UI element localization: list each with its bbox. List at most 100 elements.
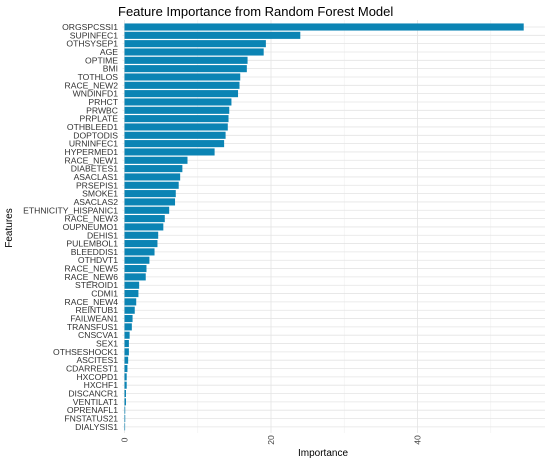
bar-prhct xyxy=(124,98,232,106)
bar-steroid1 xyxy=(124,281,140,289)
x-axis-title: Importance xyxy=(298,448,348,459)
bar-cdmi1 xyxy=(124,290,139,298)
bar-reintub1 xyxy=(124,306,135,314)
y-tick-label: OUPNEUMO1 xyxy=(63,222,119,232)
bar-hxchf1 xyxy=(124,381,127,389)
y-tick-label: HXCHF1 xyxy=(84,380,119,390)
bar-orgspcssi1 xyxy=(124,23,524,31)
bar-dehis1 xyxy=(124,231,159,239)
bar-fnstatus21 xyxy=(124,414,126,423)
y-tick-label: OTHSESHOCK1 xyxy=(53,347,118,357)
x-tick-label: 40 xyxy=(413,435,423,445)
y-tick-label: ASCITES1 xyxy=(76,355,118,365)
bar-othsysep1 xyxy=(124,40,266,48)
y-tick-label: DEHIS1 xyxy=(87,230,118,240)
y-tick-label: BMI xyxy=(103,64,118,74)
bar-supinfec1 xyxy=(124,31,301,39)
x-tick-labels: 0 20 40 xyxy=(120,435,423,445)
chart-title: Feature Importance from Random Forest Mo… xyxy=(118,4,393,19)
bar-asaclas2 xyxy=(124,198,176,206)
y-tick-label: VENTILAT1 xyxy=(73,397,118,407)
y-tick-label: DIALYSIS1 xyxy=(75,422,118,432)
y-tick-label: RACE_NEW2 xyxy=(65,80,119,90)
y-tick-label: FNSTATUS21 xyxy=(64,414,118,424)
y-tick-label: OTHBLEED1 xyxy=(67,122,118,132)
bar-optime xyxy=(124,56,248,64)
bar-age xyxy=(124,48,264,56)
bar-hypermed1 xyxy=(124,148,215,156)
y-tick-label: PRPLATE xyxy=(79,114,118,124)
y-tick-label: OPRENAFL1 xyxy=(67,405,118,415)
bar-ascites1 xyxy=(124,356,129,364)
y-tick-label: PRWBC xyxy=(86,105,118,115)
bar-race-new2 xyxy=(124,81,240,89)
bar-othseshock1 xyxy=(124,348,129,356)
y-tick-label: RACE_NEW4 xyxy=(65,297,119,307)
bar-smoke1 xyxy=(124,190,176,198)
bar-doptodis xyxy=(124,131,226,139)
y-tick-label: DOPTODIS xyxy=(73,130,118,140)
bar-oupneumo1 xyxy=(124,223,164,231)
y-tick-label: PRHCT xyxy=(88,97,118,107)
x-tick-label: 0 xyxy=(120,437,130,442)
y-tick-label: DIABETES1 xyxy=(71,164,119,174)
y-tick-label: RACE_NEW1 xyxy=(65,155,119,165)
y-tick-label: PRSEPIS1 xyxy=(76,180,118,190)
bar-race-new4 xyxy=(124,298,137,306)
bar-race-new3 xyxy=(124,215,165,223)
bar-cnscva1 xyxy=(124,331,130,339)
bar-discancr1 xyxy=(124,389,126,398)
y-tick-label: ETHNICITY_HISPANIC1 xyxy=(23,205,118,215)
bar-race-new6 xyxy=(124,273,146,281)
bar-failwean1 xyxy=(124,315,133,323)
bar-pulembol1 xyxy=(124,240,158,248)
bar-ventilat1 xyxy=(124,398,126,406)
bar-race-new1 xyxy=(124,156,188,164)
y-tick-label: CDARREST1 xyxy=(66,364,118,374)
y-tick-label: PULEMBOL1 xyxy=(66,239,118,249)
bar-tothlos xyxy=(124,73,241,81)
y-tick-label: OTHSYSEP1 xyxy=(66,39,118,49)
y-tick-label: OTHDVT1 xyxy=(78,255,118,265)
y-tick-label: ASACLAS1 xyxy=(74,172,119,182)
bar-cdarrest1 xyxy=(124,364,128,373)
bar-hxcopd1 xyxy=(124,373,127,381)
bar-bmi xyxy=(124,65,247,73)
y-tick-label: CNSCVA1 xyxy=(78,330,118,340)
y-tick-label: CDMI1 xyxy=(91,289,118,299)
y-tick-label: BLEEDDIS1 xyxy=(71,247,119,257)
y-tick-label: SUPINFEC1 xyxy=(70,30,118,40)
y-tick-label: WNDINFD1 xyxy=(73,89,119,99)
y-tick-label: ASACLAS2 xyxy=(74,197,119,207)
bar-diabetes1 xyxy=(124,165,183,173)
y-tick-label: ORGSPCSSI1 xyxy=(62,22,118,32)
bar-bleeddis1 xyxy=(124,248,155,256)
bar-dialysis1 xyxy=(124,423,126,431)
bars-group xyxy=(124,23,524,431)
y-tick-label: HXCOPD1 xyxy=(76,372,118,382)
y-tick-label: FAILWEAN1 xyxy=(70,314,118,324)
y-tick-label: HYPERMED1 xyxy=(65,147,119,157)
bar-sex1 xyxy=(124,339,129,348)
y-tick-label: RACE_NEW5 xyxy=(65,264,119,274)
x-tick-label: 20 xyxy=(266,435,276,445)
y-tick-label: RACE_NEW3 xyxy=(65,214,119,224)
bar-transfus1 xyxy=(124,323,132,331)
bar-othdvt1 xyxy=(124,256,150,264)
bar-prsepis1 xyxy=(124,181,179,189)
bar-oprenafl1 xyxy=(124,406,126,414)
y-tick-labels: ORGSPCSSI1SUPINFEC1OTHSYSEP1AGEOPTIMEBMI… xyxy=(23,22,119,432)
bar-race-new5 xyxy=(124,265,147,273)
bar-prplate xyxy=(124,115,229,123)
y-tick-label: RACE_NEW6 xyxy=(65,272,119,282)
bar-urninfec1 xyxy=(124,140,225,148)
bar-asaclas1 xyxy=(124,173,181,181)
y-tick-label: TRANSFUS1 xyxy=(67,322,118,332)
y-tick-label: STEROID1 xyxy=(75,280,118,290)
bar-wndinfd1 xyxy=(124,90,239,98)
y-tick-label: DISCANCR1 xyxy=(68,389,118,399)
bar-prwbc xyxy=(124,106,230,114)
bar-ethnicity-hispanic1 xyxy=(124,206,170,214)
y-tick-label: AGE xyxy=(100,47,118,57)
